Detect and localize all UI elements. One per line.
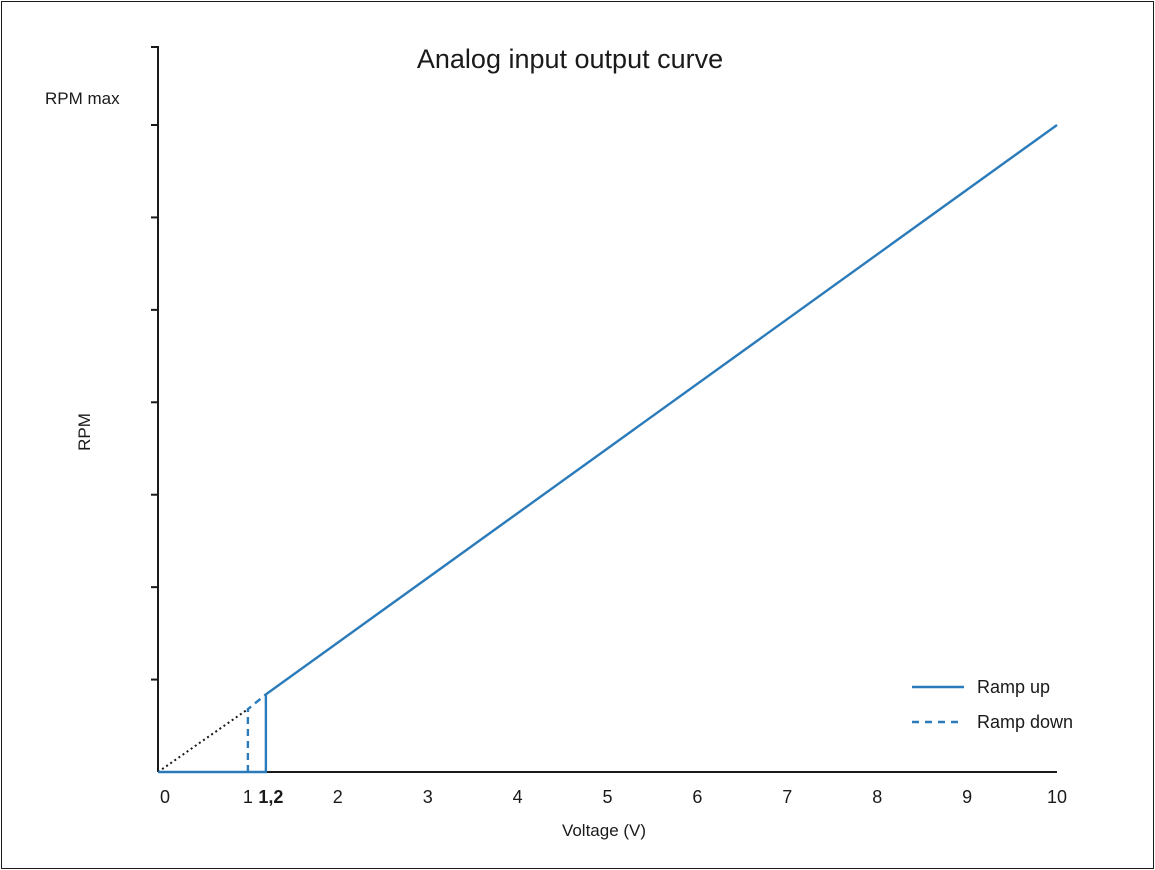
extrapolation-line — [157, 708, 249, 773]
x-tick-label: 4 — [513, 787, 523, 807]
x-tick-label: 3 — [423, 787, 433, 807]
legend-label-1: Ramp up — [977, 677, 1050, 697]
plot-layer: 0 1 1,2 2 3 4 5 6 7 8 9 10 — [151, 46, 1067, 807]
y-max-label: RPM max — [45, 89, 120, 108]
x-tick-label: 0 — [160, 787, 170, 807]
y-axis-label: RPM — [75, 413, 94, 451]
x-tick-label: 7 — [782, 787, 792, 807]
ramp-up-line — [158, 124, 1058, 774]
legend: Ramp up Ramp down — [912, 677, 1073, 732]
ramp-down-line — [246, 693, 267, 772]
x-tick-label: 5 — [602, 787, 612, 807]
x-tick-label: 1,2 — [258, 787, 283, 807]
x-tick-label: 9 — [962, 787, 972, 807]
x-tick-label: 8 — [872, 787, 882, 807]
x-axis-label: Voltage (V) — [562, 821, 646, 840]
x-tick-label: 1 — [243, 787, 253, 807]
x-tick-label: 6 — [692, 787, 702, 807]
x-tick-label: 2 — [333, 787, 343, 807]
legend-label-2: Ramp down — [977, 712, 1073, 732]
chart-title: Analog input output curve — [417, 44, 723, 74]
x-tick-label: 10 — [1047, 787, 1067, 807]
